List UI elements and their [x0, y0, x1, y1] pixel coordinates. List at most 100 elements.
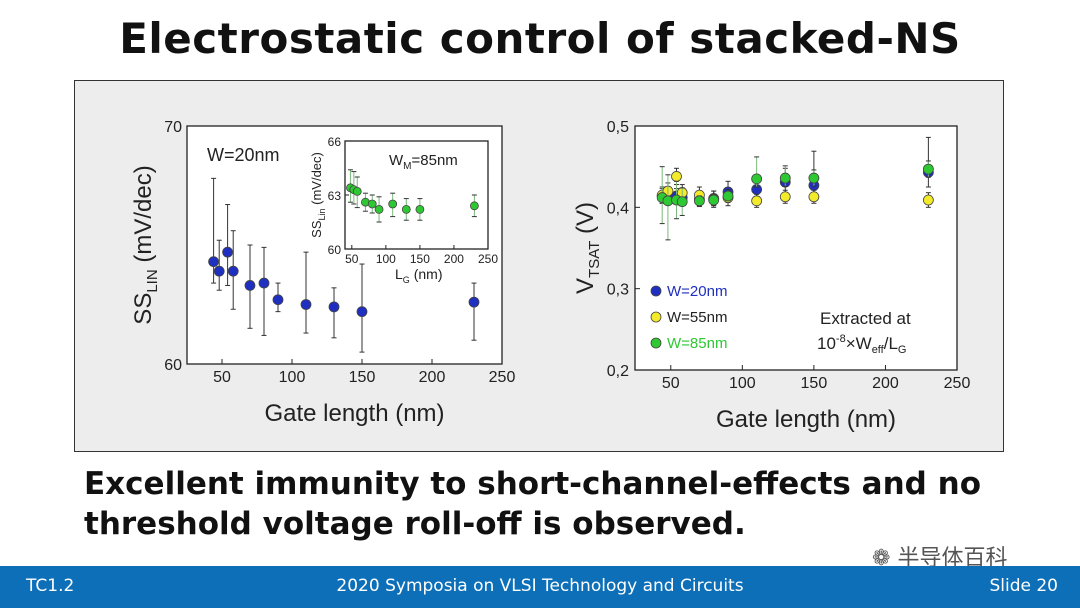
right-chart-y-axis-label: VTSAT (V): [572, 202, 603, 294]
inset-chart-data-point: [401, 204, 411, 214]
right-chart-data-point: [751, 173, 763, 185]
left-chart-x-tick-label: 200: [419, 369, 446, 386]
right-chart-legend-marker: [650, 311, 662, 323]
inset-chart-data-point: [415, 204, 425, 214]
right-chart-legend-label: W=85nm: [667, 335, 727, 352]
footer-slide-number: Slide 20: [989, 576, 1058, 596]
inset-chart-y-label-sub: Lin: [317, 208, 327, 220]
left-chart-data-point: [258, 277, 270, 289]
wechat-icon: ❁: [872, 546, 891, 571]
inset-chart-plot-area: [344, 140, 489, 250]
right-chart-x-tick-label: 100: [729, 375, 756, 392]
annotation-subscript-2: G: [898, 344, 907, 356]
right-chart-data-point: [694, 195, 705, 207]
inset-chart-y-label-unit: (mV/dec): [309, 152, 324, 208]
inset-chart-y-tick-label: 66: [328, 135, 342, 149]
right-chart-data-point: [922, 194, 934, 206]
right-chart-data-point: [671, 171, 682, 182]
inset-chart-x-label-unit: (nm): [410, 266, 443, 282]
slide-title: Electrostatic control of stacked-NS: [119, 14, 961, 63]
inset-annotation-main: W: [389, 152, 404, 169]
inset-chart-x-axis-label: LG (nm): [395, 266, 442, 285]
right-chart-x-tick-label: 150: [801, 375, 828, 392]
inset-chart-y-tick-label: 63: [328, 189, 342, 203]
left-chart-data-point: [468, 296, 480, 308]
inset-chart-x-tick-label: 150: [410, 252, 430, 266]
footer-conference: 2020 Symposia on VLSI Technology and Cir…: [336, 576, 744, 596]
right-chart-y-label-sub: TSAT: [586, 241, 603, 278]
right-chart-x-axis-label: Gate length (nm): [716, 406, 896, 433]
slide-caption: Excellent immunity to short-channel-effe…: [84, 464, 1004, 544]
right-chart-annotation-line-1: Extracted at: [820, 309, 911, 328]
right-chart-data-point: [708, 194, 720, 206]
right-chart-annotation-line-2: 10-8×Weff/LG: [817, 333, 906, 356]
left-chart-y-tick-label: 70: [164, 119, 182, 136]
right-chart-y-label-main: V: [572, 278, 599, 294]
left-chart-y-label-sub: LIN: [144, 269, 161, 292]
left-chart-y-label-main: SS: [130, 293, 157, 325]
left-chart-data-point: [244, 280, 256, 291]
left-chart-y-label-unit: (mV/dec): [130, 165, 157, 269]
annotation-mid: ×W: [846, 334, 872, 353]
inset-chart-x-tick-label: 200: [444, 252, 464, 266]
right-chart-legend-marker: [650, 337, 662, 349]
inset-annotation-sub: M: [403, 161, 411, 172]
inset-annotation-rest: =85nm: [412, 152, 458, 169]
right-chart-data-point: [676, 196, 688, 208]
inset-chart-data-point: [374, 204, 384, 214]
inset-chart-y-label-main: SS: [309, 220, 324, 238]
left-chart-data-point: [328, 301, 340, 313]
annotation-superscript: -8: [836, 333, 846, 345]
left-chart-data-point: [222, 246, 234, 258]
right-chart-plot-area: [634, 125, 958, 371]
right-chart-legend-label: W=20nm: [667, 283, 727, 300]
figure-panel: 50 100 150 200 250 60 70 SSLIN (mV/dec) Gate len…: [74, 80, 1004, 452]
right-chart-data-point: [779, 191, 791, 203]
left-chart-y-tick-label: 60: [164, 357, 182, 374]
right-chart-y-tick-label: 0,2: [607, 363, 629, 380]
inset-chart-data-point: [469, 201, 479, 211]
inset-chart-y-axis-label: SSLin (mV/dec): [309, 152, 327, 238]
inset-chart-y-tick-label: 60: [328, 243, 342, 257]
inset-chart-x-tick-label: 250: [478, 252, 498, 266]
left-chart-data-point: [356, 306, 368, 318]
left-chart-annotation: W=20nm: [207, 145, 280, 165]
inset-chart-x-tick-label: 100: [376, 252, 396, 266]
left-chart-x-tick-label: 150: [349, 369, 376, 386]
right-chart-y-tick-label: 0,5: [607, 119, 629, 136]
right-chart-x-tick-label: 50: [662, 375, 680, 392]
footer-session-id: TC1.2: [26, 576, 75, 596]
inset-chart-data-point: [367, 199, 377, 209]
footer-bar: TC1.2 2020 Symposia on VLSI Technology a…: [0, 566, 1080, 608]
inset-chart-x-label-sub: G: [403, 275, 410, 285]
left-chart-x-axis-label: Gate length (nm): [264, 400, 444, 427]
left-chart-data-point: [208, 256, 220, 268]
right-chart-data-point: [808, 172, 820, 184]
left-chart-y-axis-label: SSLIN (mV/dec): [130, 165, 161, 324]
right-chart-data-point: [779, 172, 791, 184]
right-chart-y-tick-label: 0,3: [607, 282, 629, 299]
left-chart-data-point: [227, 265, 239, 277]
right-chart-legend-marker: [650, 285, 662, 297]
right-chart-x-tick-label: 200: [872, 375, 899, 392]
inset-chart-annotation: WM=85nm: [389, 152, 458, 172]
caption-line-1: Excellent immunity to short-channel-effe…: [84, 466, 982, 502]
right-chart-data-point: [922, 163, 934, 175]
inset-chart-x-tick-label: 50: [345, 252, 359, 266]
left-chart-data-point: [272, 294, 284, 306]
caption-line-2: threshold voltage roll-off is observed.: [84, 506, 746, 542]
right-chart-data-point: [722, 190, 734, 202]
left-chart-data-point: [213, 265, 225, 277]
annotation-base: 10: [817, 334, 836, 353]
annotation-post: /L: [884, 334, 898, 353]
inset-chart-data-point: [352, 187, 362, 196]
right-chart-y-label-unit: (V): [572, 202, 599, 241]
inset-chart-x-label-main: L: [395, 266, 403, 282]
left-chart-x-tick-label: 250: [489, 369, 516, 386]
left-chart-data-point: [300, 299, 312, 310]
right-chart-legend-label: W=55nm: [667, 309, 727, 326]
annotation-subscript: eff: [872, 344, 885, 356]
left-chart-x-tick-label: 100: [279, 369, 306, 386]
right-chart-x-tick-label: 250: [944, 375, 971, 392]
